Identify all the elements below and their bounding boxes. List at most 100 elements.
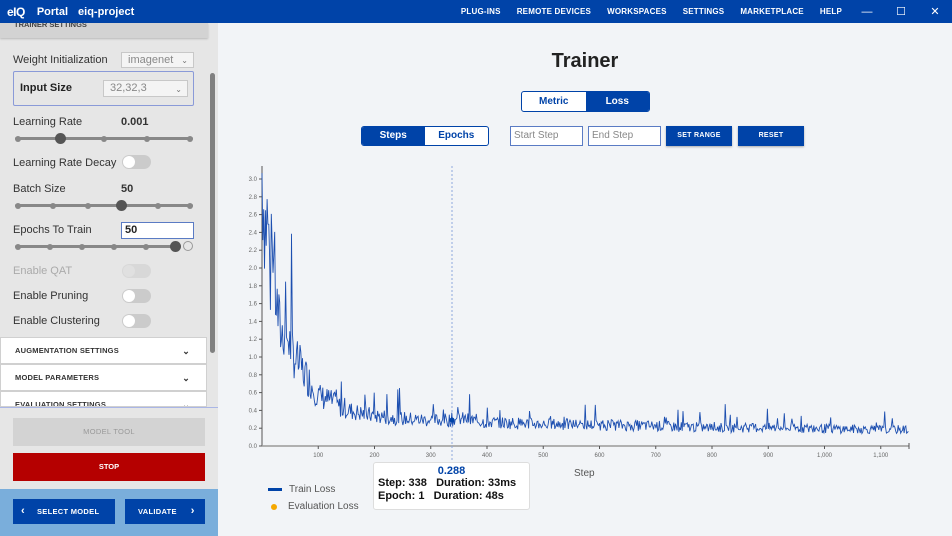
enable-pruning-label: Enable Pruning [13, 290, 89, 302]
enable-clustering-toggle[interactable] [122, 314, 151, 328]
svg-text:200: 200 [369, 453, 380, 459]
svg-text:0.8: 0.8 [249, 373, 258, 379]
epochs-slider[interactable] [15, 241, 181, 252]
batch-size-value: 50 [121, 183, 134, 195]
title-bar: eIQ Portal eiq-project PLUG-INS REMOTE D… [0, 0, 952, 23]
svg-text:1,000: 1,000 [817, 453, 833, 459]
learning-rate-value: 0.001 [121, 116, 149, 128]
accordion-label: EVALUATION SETTINGS [15, 400, 107, 407]
dot-swatch-icon [271, 503, 277, 510]
chevron-down-icon: ⌄ [182, 346, 190, 356]
legend-label: Train Loss [289, 484, 336, 495]
model-parameters-accordion[interactable]: MODEL PARAMETERS ⌄ [0, 364, 207, 391]
tooltip-step: Step: 338 Duration: 33ms [378, 477, 517, 489]
batch-size-slider[interactable] [15, 200, 193, 211]
svg-text:300: 300 [426, 453, 437, 459]
minimize-icon[interactable]: — [861, 5, 873, 18]
input-size-select[interactable]: 32,32,3 ⌄ [103, 80, 188, 97]
legend-train-loss[interactable]: Train Loss [268, 481, 359, 498]
lr-decay-toggle[interactable] [122, 155, 151, 169]
page-title: Trainer [551, 50, 619, 72]
trainer-settings-header[interactable]: TRAINER SETTINGS ^ [0, 23, 208, 38]
model-tool-button: MODEL TOOL [13, 418, 205, 446]
close-icon[interactable]: ✕ [930, 6, 940, 18]
portal-link[interactable]: Portal [36, 5, 69, 18]
slider-thumb[interactable] [116, 200, 127, 211]
svg-text:3.0: 3.0 [249, 177, 258, 183]
epochs-input[interactable]: 50 [121, 222, 194, 239]
top-nav: PLUG-INS REMOTE DEVICES WORKSPACES SETTI… [461, 0, 952, 23]
sidebar-footer: ‹ SELECT MODEL VALIDATE › [0, 489, 218, 536]
nav-workspaces[interactable]: WORKSPACES [607, 7, 667, 16]
legend-eval-loss[interactable]: Evaluation Loss [268, 498, 359, 515]
eiq-logo: eIQ [7, 4, 25, 19]
sidebar-scrollbar[interactable] [210, 73, 215, 353]
end-step-input[interactable]: End Step [588, 126, 661, 146]
slider-thumb[interactable] [170, 241, 181, 252]
enable-qat-label: Enable QAT [13, 265, 73, 277]
svg-text:500: 500 [538, 453, 549, 459]
svg-text:600: 600 [594, 453, 605, 459]
select-model-button[interactable]: ‹ SELECT MODEL [13, 499, 115, 524]
learning-rate-slider[interactable] [15, 133, 193, 144]
svg-text:2.4: 2.4 [249, 230, 258, 236]
validate-label: VALIDATE [138, 507, 177, 516]
svg-text:100: 100 [313, 453, 324, 459]
svg-text:1.6: 1.6 [249, 302, 258, 308]
svg-text:0.6: 0.6 [249, 391, 258, 397]
validate-button[interactable]: VALIDATE › [125, 499, 205, 524]
nav-plugins[interactable]: PLUG-INS [460, 7, 501, 16]
x-axis: 100 200 300 400 500 600 700 800 900 1,000 1,100 [262, 443, 910, 459]
accordion-label: MODEL PARAMETERS [15, 373, 100, 382]
set-range-button[interactable]: SET RANGE [666, 126, 732, 146]
tab-metric[interactable]: Metric [539, 96, 569, 107]
stop-button[interactable]: STOP [13, 453, 205, 481]
maximize-icon[interactable]: ☐ [896, 6, 906, 18]
epochs-label: Epochs To Train [13, 224, 92, 236]
augmentation-settings-accordion[interactable]: AUGMENTATION SETTINGS ⌄ [0, 337, 207, 364]
input-size-group: Input Size 32,32,3 ⌄ [13, 71, 194, 106]
learning-rate-label: Learning Rate [13, 116, 83, 128]
chevron-down-icon: ⌄ [181, 56, 188, 65]
start-step-input[interactable]: Start Step [510, 126, 583, 146]
sidebar: TRAINER SETTINGS ^ Weight Initialization… [0, 23, 218, 536]
svg-text:400: 400 [482, 453, 493, 459]
svg-text:700: 700 [651, 453, 662, 459]
svg-text:2.6: 2.6 [249, 213, 258, 219]
tooltip-epoch: Epoch: 1 Duration: 48s [378, 490, 504, 502]
chevron-down-icon: ⌄ [182, 400, 190, 407]
weight-init-label: Weight Initialization [13, 54, 108, 66]
nav-help[interactable]: HELP [819, 7, 842, 16]
svg-text:0.2: 0.2 [249, 426, 258, 432]
enable-pruning-toggle[interactable] [122, 289, 151, 303]
project-name[interactable]: eiq-project [78, 5, 135, 18]
tab-loss[interactable]: Loss [585, 92, 649, 111]
weight-init-select[interactable]: imagenet ⌄ [121, 52, 194, 68]
reset-button[interactable]: RESET [738, 126, 804, 146]
slider-thumb[interactable] [55, 133, 66, 144]
evaluation-settings-accordion[interactable]: EVALUATION SETTINGS ⌄ [0, 391, 207, 407]
svg-text:900: 900 [763, 453, 774, 459]
weight-init-value: imagenet [128, 54, 174, 66]
hover-point [449, 417, 455, 423]
chevron-right-icon: › [190, 505, 195, 517]
enable-qat-toggle [122, 264, 151, 278]
chevron-left-icon: ‹ [21, 505, 25, 517]
tab-steps[interactable]: Steps [362, 127, 425, 145]
tab-epochs[interactable]: Epochs [438, 130, 475, 141]
input-size-value: 32,32,3 [110, 82, 147, 94]
tooltip-value: 0.288 [437, 465, 466, 477]
input-size-label: Input Size [20, 82, 72, 94]
steps-epochs-toggle: Steps Epochs [361, 126, 489, 146]
nav-marketplace[interactable]: MARKETPLACE [740, 7, 804, 16]
brand: eIQ Portal eiq-project [0, 5, 134, 19]
svg-text:2.8: 2.8 [249, 195, 258, 201]
nav-remote-devices[interactable]: REMOTE DEVICES [516, 7, 592, 16]
svg-text:1.8: 1.8 [249, 284, 258, 290]
legend-label: Evaluation Loss [288, 501, 359, 512]
action-panel: MODEL TOOL STOP [0, 407, 218, 488]
svg-text:2.0: 2.0 [249, 266, 258, 272]
nav-settings[interactable]: SETTINGS [682, 7, 725, 16]
svg-text:2.2: 2.2 [249, 248, 258, 254]
